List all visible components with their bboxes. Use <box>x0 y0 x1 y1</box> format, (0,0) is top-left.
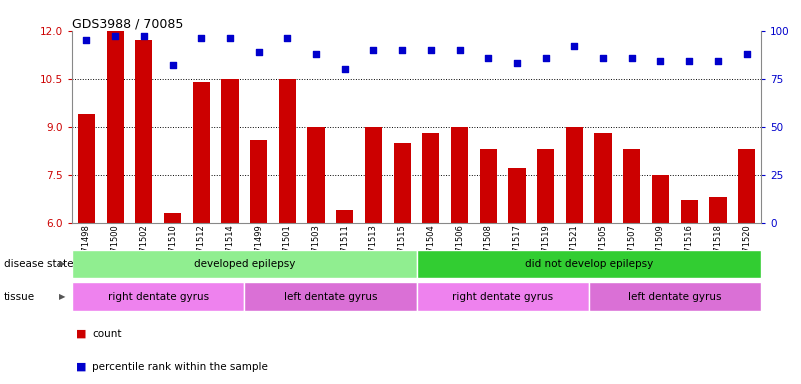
Point <box>166 62 179 68</box>
Point <box>367 47 380 53</box>
Text: right dentate gyrus: right dentate gyrus <box>452 291 553 302</box>
Bar <box>422 133 440 223</box>
Text: left dentate gyrus: left dentate gyrus <box>628 291 722 302</box>
Point <box>626 55 638 61</box>
Text: ▶: ▶ <box>59 260 66 268</box>
Point <box>539 55 552 61</box>
Bar <box>509 168 525 223</box>
Text: count: count <box>92 329 122 339</box>
Text: percentile rank within the sample: percentile rank within the sample <box>92 362 268 372</box>
Point <box>109 33 122 40</box>
Text: developed epilepsy: developed epilepsy <box>194 259 295 269</box>
Bar <box>738 149 755 223</box>
Bar <box>393 143 411 223</box>
Bar <box>709 197 727 223</box>
Bar <box>107 31 123 223</box>
Point <box>281 35 294 41</box>
Text: ■: ■ <box>76 329 87 339</box>
Text: tissue: tissue <box>4 291 35 302</box>
Bar <box>623 149 640 223</box>
Point <box>740 51 753 57</box>
Bar <box>244 282 417 311</box>
Bar <box>681 200 698 223</box>
Bar <box>652 175 669 223</box>
Bar <box>250 139 268 223</box>
Text: GDS3988 / 70085: GDS3988 / 70085 <box>72 17 183 30</box>
Point <box>711 58 724 65</box>
Point <box>597 55 610 61</box>
Point <box>568 43 581 49</box>
Bar <box>537 149 554 223</box>
Point <box>138 33 151 40</box>
Bar <box>417 250 761 278</box>
Bar <box>279 79 296 223</box>
Bar <box>72 282 244 311</box>
Bar <box>221 79 239 223</box>
Bar <box>135 40 152 223</box>
Bar <box>589 282 761 311</box>
Bar <box>192 82 210 223</box>
Point <box>425 47 437 53</box>
Point <box>338 66 351 72</box>
Point <box>195 35 207 41</box>
Point <box>510 60 523 66</box>
Point <box>654 58 667 65</box>
Bar <box>594 133 612 223</box>
Bar <box>417 282 589 311</box>
Point <box>310 51 323 57</box>
Bar <box>566 127 583 223</box>
Text: ▶: ▶ <box>59 292 66 301</box>
Bar <box>72 250 417 278</box>
Point <box>682 58 695 65</box>
Point <box>223 35 236 41</box>
Bar <box>480 149 497 223</box>
Text: right dentate gyrus: right dentate gyrus <box>107 291 209 302</box>
Point <box>396 47 409 53</box>
Point <box>252 49 265 55</box>
Text: did not develop epilepsy: did not develop epilepsy <box>525 259 653 269</box>
Bar <box>78 114 95 223</box>
Bar <box>308 127 324 223</box>
Point <box>80 37 93 43</box>
Bar <box>451 127 468 223</box>
Point <box>453 47 466 53</box>
Bar <box>364 127 382 223</box>
Bar <box>164 213 181 223</box>
Bar <box>336 210 353 223</box>
Point <box>482 55 495 61</box>
Text: disease state: disease state <box>4 259 74 269</box>
Text: ■: ■ <box>76 362 87 372</box>
Text: left dentate gyrus: left dentate gyrus <box>284 291 377 302</box>
